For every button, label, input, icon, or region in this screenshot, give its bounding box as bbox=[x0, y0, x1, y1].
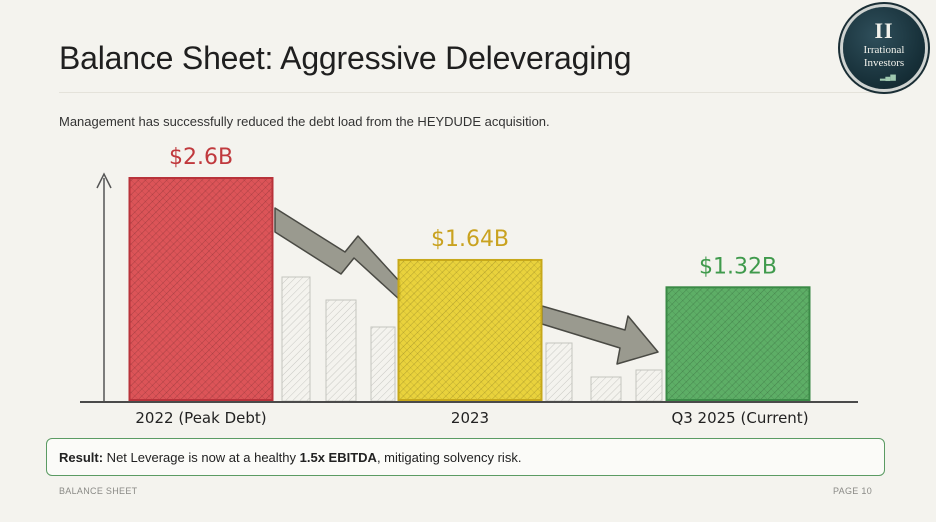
logo-mark: II bbox=[874, 18, 894, 43]
slide-title: Balance Sheet: Aggressive Deleveraging bbox=[59, 40, 632, 76]
bar-value-label-2: $1.32B bbox=[699, 254, 777, 279]
trend-arrow-icon bbox=[541, 305, 659, 365]
result-text-after: , mitigating solvency risk. bbox=[376, 450, 522, 465]
category-label-2: Q3 2025 (Current) bbox=[671, 409, 808, 427]
title-divider bbox=[59, 92, 887, 93]
result-highlight: 1.5x EBITDA bbox=[299, 450, 377, 465]
bar-value-label-1: $1.64B bbox=[431, 227, 509, 252]
result-callout: Result: Net Leverage is now at a healthy… bbox=[46, 438, 885, 476]
logo-line-2: Investors bbox=[863, 57, 905, 69]
result-label: Result: bbox=[59, 450, 104, 465]
footer-section-label: BALANCE SHEET bbox=[59, 486, 138, 496]
y-axis-arrow-icon bbox=[96, 172, 112, 189]
bar-value-label-0: $2.6B bbox=[169, 145, 233, 170]
debt-bar-chart: $2.6B 2022 (Peak Debt) $1.64B 2023 $1.32B Q3 … bbox=[80, 145, 858, 427]
category-label-0: 2022 (Peak Debt) bbox=[135, 409, 266, 427]
result-text-before: Net Leverage is now at a healthy bbox=[103, 450, 300, 465]
footer-page-number: PAGE 10 bbox=[833, 486, 872, 496]
irrational-investors-logo: II Irrational Investors ▂▄▆ bbox=[843, 7, 925, 89]
slide-subtitle: Management has successfully reduced the … bbox=[59, 114, 550, 129]
bar-outline-2 bbox=[665, 286, 811, 401]
category-label-1: 2023 bbox=[451, 409, 489, 427]
logo-line-1: Irrational bbox=[863, 44, 905, 56]
decorative-grey-bars bbox=[281, 276, 663, 402]
logo-bars-icon: ▂▄▆ bbox=[880, 73, 896, 81]
bar-outline-0 bbox=[128, 177, 274, 401]
bar-outline-1 bbox=[397, 258, 543, 401]
